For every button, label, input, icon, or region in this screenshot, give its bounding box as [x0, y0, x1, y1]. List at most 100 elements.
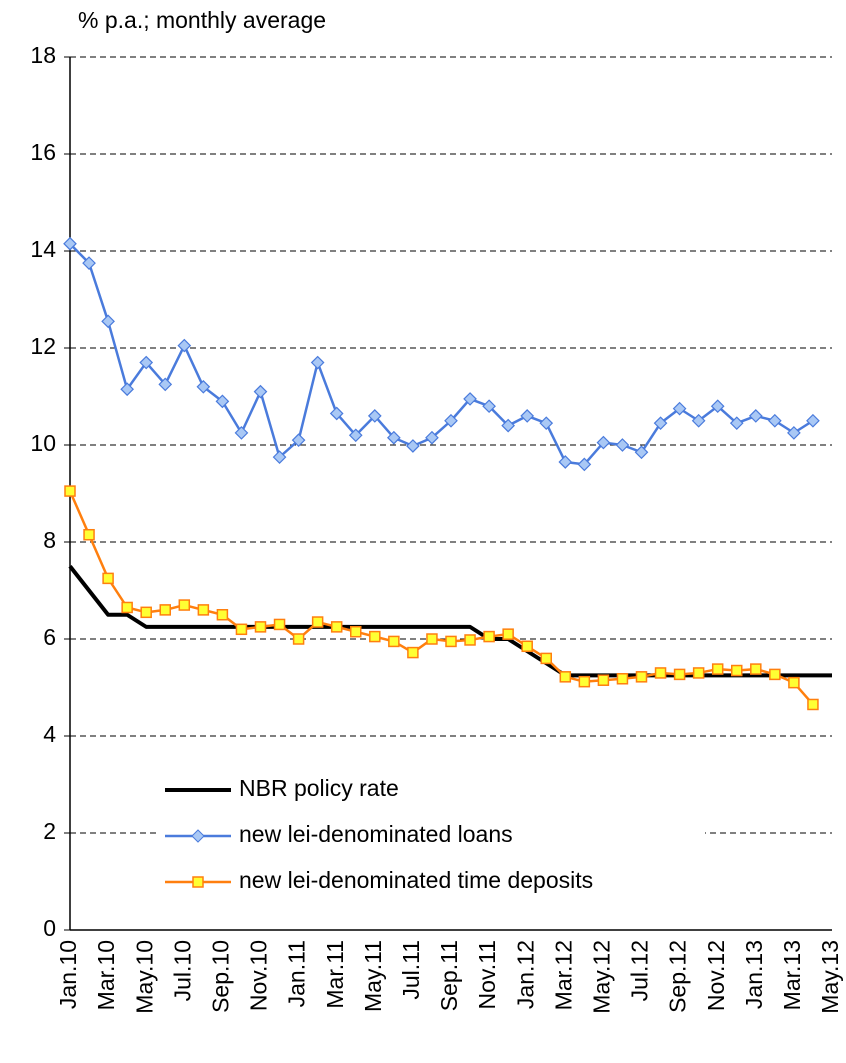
- data-point: [178, 599, 191, 611]
- data-point: [234, 426, 249, 440]
- data-point: [311, 616, 324, 628]
- data-point: [140, 606, 152, 619]
- data-point: [158, 377, 173, 392]
- y-tick-label: 4: [43, 721, 56, 747]
- data-point: [64, 485, 76, 497]
- data-point: [407, 646, 419, 659]
- data-point: [769, 668, 781, 681]
- data-point: [540, 652, 552, 665]
- series-line: [69, 242, 814, 466]
- x-tick-label: Jul.10: [169, 940, 195, 1001]
- data-point: [748, 409, 763, 423]
- data-point: [501, 418, 515, 433]
- y-tick-label: 2: [43, 818, 56, 844]
- data-point: [578, 675, 591, 688]
- x-tick-label: Jan.11: [284, 940, 310, 1007]
- x-tick-label: May.13: [817, 940, 843, 1014]
- data-point: [330, 621, 343, 633]
- data-point: [82, 256, 96, 270]
- data-point: [672, 401, 687, 416]
- data-point: [254, 621, 267, 633]
- y-tick-label: 16: [30, 139, 56, 165]
- x-tick-label: Sep.10: [207, 940, 233, 1013]
- data-point: [102, 572, 114, 585]
- data-point: [787, 426, 801, 440]
- data-point: [502, 628, 514, 640]
- data-point: [369, 630, 381, 643]
- data-point: [768, 413, 782, 428]
- y-tick-label: 12: [30, 333, 56, 359]
- legend-label: new lei-denominated loans: [239, 821, 513, 847]
- x-tick-label: Jul.11: [398, 940, 424, 1000]
- x-tick-label: Mar.11: [322, 940, 348, 1009]
- x-tick-label: Jan.12: [512, 940, 538, 1009]
- x-tick-label: Jan.10: [55, 940, 81, 1009]
- x-tick-label: May.11: [360, 940, 386, 1012]
- legend-label: new lei-denominated time deposits: [239, 867, 593, 893]
- data-point: [482, 399, 496, 414]
- data-point: [197, 604, 210, 616]
- data-point: [483, 630, 495, 643]
- data-point: [653, 416, 668, 431]
- data-point: [310, 355, 325, 370]
- data-point: [235, 623, 248, 636]
- data-point: [83, 528, 95, 541]
- data-point: [731, 664, 743, 677]
- data-point: [596, 435, 611, 450]
- data-point: [196, 379, 211, 394]
- data-point: [539, 416, 554, 431]
- y-tick-label: 14: [30, 236, 56, 262]
- data-point: [673, 668, 686, 681]
- data-point: [387, 430, 401, 445]
- data-point: [729, 416, 744, 431]
- x-tick-label: Mar.13: [779, 940, 805, 1010]
- data-point: [121, 601, 133, 614]
- x-tick-label: Sep.11: [436, 940, 462, 1011]
- data-point: [253, 384, 268, 399]
- data-point: [597, 674, 610, 686]
- legend-label: NBR policy rate: [239, 775, 399, 801]
- data-point: [444, 413, 458, 428]
- data-point: [273, 618, 286, 631]
- data-point: [807, 698, 819, 711]
- data-point: [367, 409, 382, 423]
- legend-marker: [192, 876, 204, 888]
- data-point: [463, 392, 477, 406]
- data-point: [292, 633, 305, 645]
- data-point: [615, 438, 630, 452]
- x-tick-label: May.10: [131, 940, 157, 1014]
- data-point: [711, 663, 724, 675]
- data-point: [406, 439, 420, 453]
- data-point: [139, 355, 154, 370]
- y-tick-label: 6: [43, 624, 56, 650]
- data-point: [445, 635, 457, 648]
- y-axis-title: % p.a.; monthly average: [78, 7, 326, 33]
- data-point: [426, 633, 438, 645]
- data-point: [464, 634, 476, 646]
- x-tick-label: May.12: [588, 940, 614, 1014]
- y-tick-label: 10: [30, 430, 56, 456]
- data-point: [635, 671, 648, 683]
- x-tick-label: Mar.12: [550, 940, 576, 1010]
- data-point: [63, 236, 77, 251]
- data-point: [521, 640, 533, 653]
- legend-box: [160, 768, 705, 906]
- data-point: [329, 406, 344, 421]
- data-point: [348, 428, 363, 443]
- x-tick-label: Mar.10: [93, 940, 119, 1010]
- data-point: [101, 314, 115, 329]
- x-tick-label: Nov.12: [703, 940, 729, 1011]
- series-line: [68, 490, 814, 706]
- data-point: [616, 673, 629, 685]
- data-point: [388, 635, 400, 648]
- data-point: [806, 413, 820, 428]
- data-point: [159, 604, 171, 616]
- data-point: [634, 445, 649, 460]
- x-tick-label: Jan.13: [741, 940, 767, 1009]
- data-point: [654, 667, 667, 679]
- x-tick-label: Nov.10: [246, 940, 272, 1011]
- data-point: [216, 609, 229, 621]
- data-point: [710, 399, 725, 414]
